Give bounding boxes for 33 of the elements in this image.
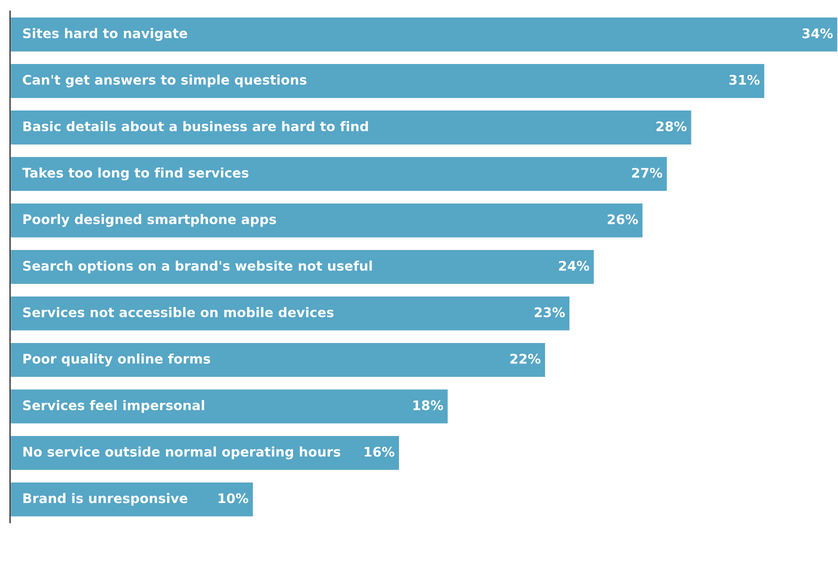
bar [10, 109, 693, 146]
bar [10, 342, 546, 378]
data-label: 18% [413, 400, 444, 410]
bar [10, 434, 400, 472]
bar [10, 202, 644, 239]
bar [10, 295, 571, 332]
data-label: 31% [729, 74, 760, 85]
bar [10, 388, 450, 425]
y-tick-label: Can't get answers to simple questions [22, 74, 306, 88]
y-tick-label: Basic details about a business are hard to find [23, 121, 368, 132]
data-label: 27% [632, 168, 662, 178]
y-tick-label: Search options on a brand's website not useful [23, 260, 372, 274]
bar [10, 62, 766, 100]
y-tick-label: Takes too long to find services [22, 168, 248, 180]
data-label: 24% [559, 260, 590, 271]
y-tick-label: Services not accessible on mobile devices [23, 307, 334, 318]
bar [10, 481, 254, 518]
data-label: 22% [510, 354, 540, 364]
y-tick-label: Sites hard to navigate [23, 28, 188, 41]
data-label: 26% [608, 214, 638, 224]
y-tick-label: Poorly designed smartphone apps [23, 214, 276, 227]
y-tick-label: Brand is unresponsive [23, 493, 188, 506]
bar [10, 156, 668, 192]
y-tick-label: Services feel impersonal [23, 400, 204, 413]
bar [10, 16, 838, 53]
data-label: 34% [802, 28, 833, 38]
bar [10, 248, 596, 286]
data-label: 23% [534, 307, 565, 318]
data-label: 28% [656, 121, 687, 132]
data-label: 10% [218, 493, 248, 504]
y-tick-label: Poor quality online forms [23, 354, 210, 366]
data-label: 16% [364, 446, 394, 457]
y-tick-label: No service outside normal operating hours [23, 446, 340, 460]
